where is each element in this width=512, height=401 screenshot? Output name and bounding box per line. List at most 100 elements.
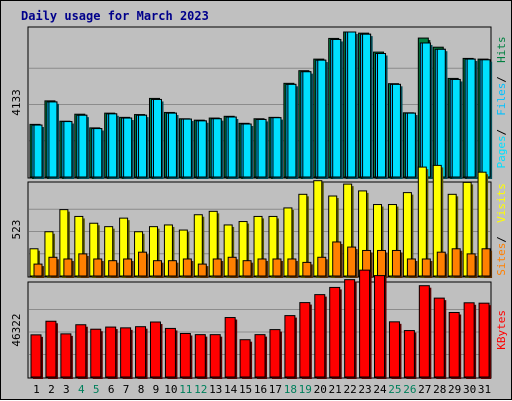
kbytes-bar [60,333,72,378]
kbytes-bar [359,269,371,378]
sites-bar [421,258,431,277]
day-label: 25 [388,383,401,396]
kbytes-bar [388,321,400,378]
legend-visits: Visits [495,183,508,223]
day-label: 1 [33,383,40,396]
day-label: 8 [138,383,145,396]
sites-bar [391,249,401,277]
kbytes-bar [135,326,147,378]
sites-bar [123,258,133,277]
legend-pages: Pages [495,135,508,168]
sites-bar [167,260,177,277]
kbytes-bar [239,339,251,378]
pages-bar [63,121,73,178]
kbytes-bar [463,302,475,378]
day-label: 29 [448,383,461,396]
legend-files: Files [495,83,508,116]
sites-bar [78,253,88,277]
day-label: 26 [403,383,416,396]
sites-bar [332,241,342,277]
sites-bar [317,256,327,277]
panel-2-ymax-label: 523 [10,220,23,240]
kbytes-bar [45,320,57,378]
pages-bar [33,124,43,178]
day-label: 3 [63,383,70,396]
day-label: 12 [194,383,207,396]
day-label: 16 [254,383,267,396]
pages-bar [93,128,103,178]
sites-bar [48,256,58,277]
sites-bar [272,258,282,277]
sites-bar [93,258,103,277]
sites-bar [436,251,446,277]
kbytes-bar [149,321,161,378]
day-label: 31 [478,383,491,396]
legend-separator: / [495,236,508,243]
kbytes-bar [344,279,356,378]
day-label: 11 [179,383,192,396]
day-label: 18 [284,383,297,396]
pages-bar [347,31,357,178]
day-label: 27 [418,383,431,396]
pages-bar [302,71,312,178]
sites-bar [406,258,416,277]
day-label: 13 [209,383,222,396]
kbytes-bar [314,294,326,378]
day-label: 5 [93,383,100,396]
pages-bar [257,118,267,178]
day-label: 7 [123,383,130,396]
pages-bar [391,83,401,178]
kbytes-bar [30,334,42,378]
legend-separator: / [495,129,508,136]
legend-sites: Sites [495,243,508,276]
sites-bar [377,249,387,277]
day-label: 23 [358,383,371,396]
kbytes-bar [90,328,102,378]
pages-bar [152,98,162,178]
kbytes-bar [120,327,132,378]
pages-bar [317,59,327,178]
legend-hits: Hits [495,36,508,63]
kbytes-bar [209,334,221,378]
day-label: 30 [463,383,476,396]
pages-bar [242,123,252,178]
day-label: 15 [239,383,252,396]
day-label: 10 [164,383,177,396]
pages-bar [421,42,431,178]
kbytes-bar [75,324,87,378]
sites-bar [197,263,207,277]
pages-bar [332,38,342,178]
day-label: 9 [153,383,160,396]
kbytes-bar [254,334,266,378]
day-label: 2 [48,383,55,396]
legend-kbytes: KBytes [495,310,508,350]
kbytes-bar [224,317,236,378]
day-label: 22 [343,383,356,396]
sites-bar [242,260,252,277]
kbytes-bar [478,302,490,378]
kbytes-bar [194,334,206,378]
pages-bar [48,101,58,178]
sites-bar [63,258,73,277]
sites-bar [347,246,357,277]
pages-bar [167,112,177,178]
sites-bar [33,263,43,277]
pages-bar [272,117,282,178]
day-label: 21 [329,383,342,396]
pages-bar [451,78,461,178]
pages-bar [78,114,88,178]
day-label: 6 [108,383,115,396]
pages-bar [212,118,222,178]
kbytes-bar [269,329,281,378]
pages-bar [197,120,207,178]
pages-bar [481,59,491,178]
legend-separator: / [495,76,508,83]
kbytes-bar [284,315,296,378]
kbytes-bar [433,297,445,378]
pages-bar [138,114,148,178]
day-label: 20 [314,383,327,396]
pages-bar [227,116,237,178]
sites-bar [257,258,267,277]
